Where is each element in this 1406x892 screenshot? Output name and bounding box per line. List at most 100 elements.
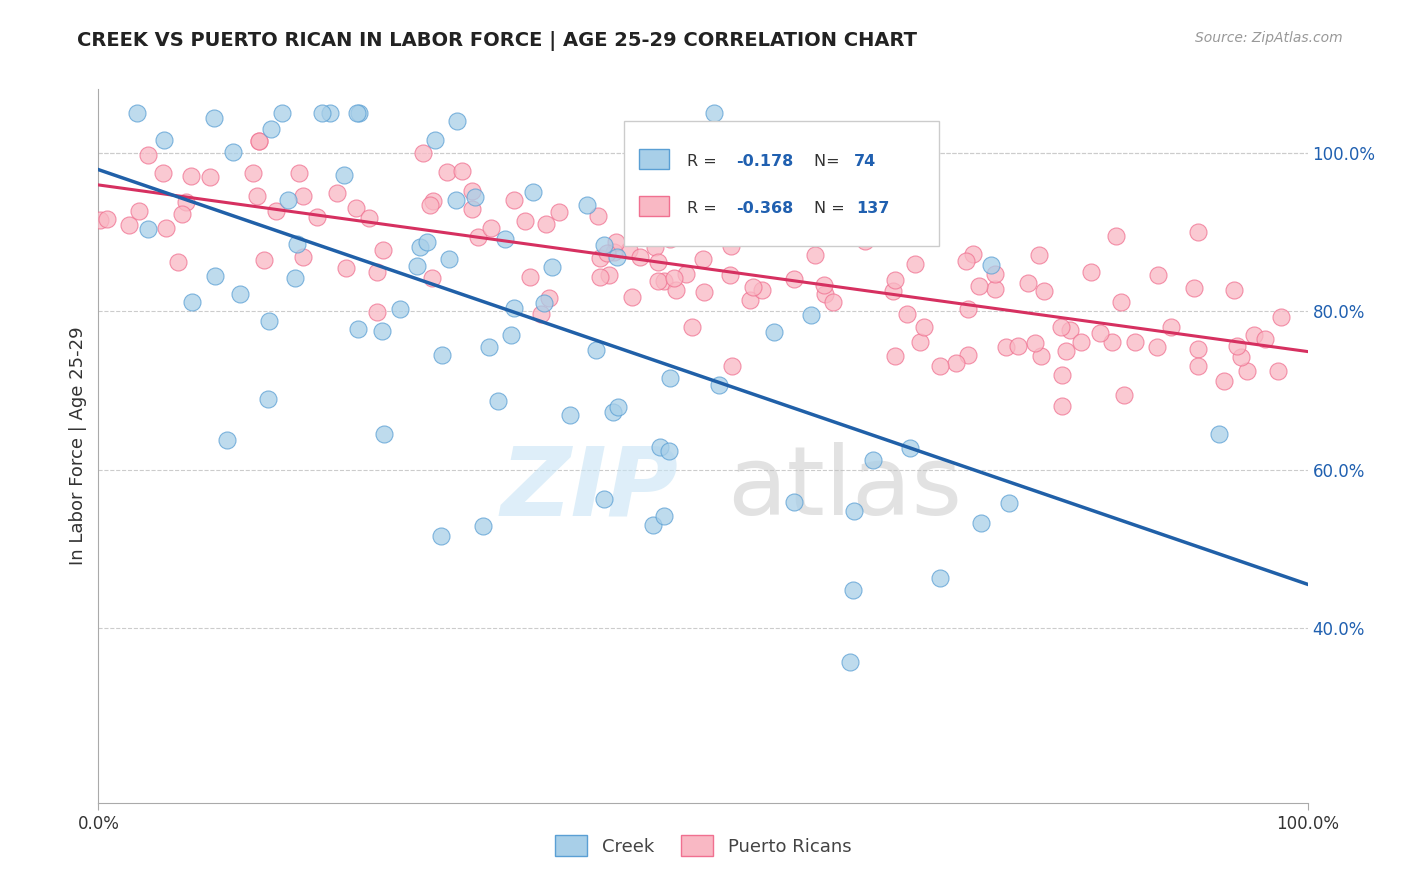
Point: [617, 243, 640, 257]
Point: [437, 252, 460, 266]
Point: [839, 655, 862, 669]
Point: [204, 269, 226, 284]
Point: [1033, 285, 1056, 299]
Point: [172, 207, 194, 221]
Point: [461, 184, 484, 198]
Point: [153, 133, 176, 147]
Point: [471, 518, 494, 533]
Point: [652, 274, 675, 288]
Point: [1080, 265, 1102, 279]
Point: [681, 320, 703, 334]
Point: [1160, 320, 1182, 334]
Point: [1213, 374, 1236, 388]
Point: [962, 247, 984, 261]
Point: [1017, 276, 1039, 290]
Point: [1070, 334, 1092, 349]
Point: [246, 188, 269, 202]
Point: [155, 220, 177, 235]
Point: [884, 273, 907, 287]
Point: [202, 111, 225, 125]
Text: -0.178: -0.178: [735, 154, 793, 169]
Point: [693, 285, 716, 299]
Point: [628, 250, 651, 264]
Point: [494, 232, 516, 246]
Point: [967, 279, 990, 293]
Point: [589, 270, 612, 285]
Point: [174, 195, 197, 210]
Point: [1028, 248, 1050, 262]
Point: [430, 348, 453, 362]
Point: [425, 133, 447, 147]
Point: [1031, 349, 1053, 363]
Point: [89, 213, 111, 227]
Point: [602, 405, 624, 419]
Point: [1223, 283, 1246, 297]
Point: [530, 307, 553, 321]
Point: [540, 260, 562, 274]
Point: [844, 504, 866, 518]
Point: [420, 271, 443, 285]
Point: [446, 114, 468, 128]
Point: [430, 529, 453, 543]
Point: [1254, 332, 1277, 346]
Point: [1101, 335, 1123, 350]
Point: [782, 495, 804, 509]
Point: [152, 166, 174, 180]
Point: [416, 235, 439, 249]
Point: [804, 248, 827, 262]
Point: [800, 308, 823, 322]
Point: [229, 286, 252, 301]
Point: [707, 378, 730, 392]
Point: [1230, 350, 1253, 364]
Point: [1208, 427, 1230, 442]
Point: [249, 134, 271, 148]
Text: atlas: atlas: [727, 442, 962, 535]
Point: [128, 204, 150, 219]
Point: [260, 121, 283, 136]
Point: [515, 214, 537, 228]
Point: [548, 204, 571, 219]
Point: [1270, 310, 1292, 325]
Point: [461, 202, 484, 217]
Point: [603, 245, 626, 260]
Point: [665, 283, 688, 297]
Point: [256, 392, 278, 406]
Point: [862, 452, 884, 467]
Point: [347, 106, 370, 120]
Point: [291, 250, 314, 264]
Point: [371, 325, 394, 339]
Point: [605, 235, 627, 250]
Point: [1243, 328, 1265, 343]
Point: [1187, 359, 1209, 373]
Point: [366, 265, 388, 279]
Y-axis label: In Labor Force | Age 25-29: In Labor Force | Age 25-29: [69, 326, 87, 566]
Point: [277, 193, 299, 207]
Point: [884, 349, 907, 363]
Point: [855, 234, 877, 248]
Bar: [638, 196, 669, 216]
Point: [634, 214, 657, 228]
Point: [1059, 323, 1081, 337]
Point: [1088, 326, 1111, 341]
Point: [782, 271, 804, 285]
Point: [882, 284, 904, 298]
Point: [607, 400, 630, 414]
Point: [1147, 268, 1170, 282]
Point: [823, 294, 845, 309]
Point: [912, 320, 935, 334]
Point: [436, 164, 458, 178]
Point: [467, 229, 489, 244]
Point: [692, 252, 714, 267]
Point: [908, 335, 931, 350]
Point: [305, 211, 328, 225]
Point: [652, 509, 675, 524]
Point: [998, 496, 1021, 510]
Bar: [624, 121, 939, 246]
Point: [284, 271, 307, 285]
Point: [957, 348, 980, 362]
Point: [292, 189, 315, 203]
Point: [983, 281, 1005, 295]
Point: [1050, 368, 1073, 382]
Point: [994, 340, 1017, 354]
Point: [929, 571, 952, 585]
